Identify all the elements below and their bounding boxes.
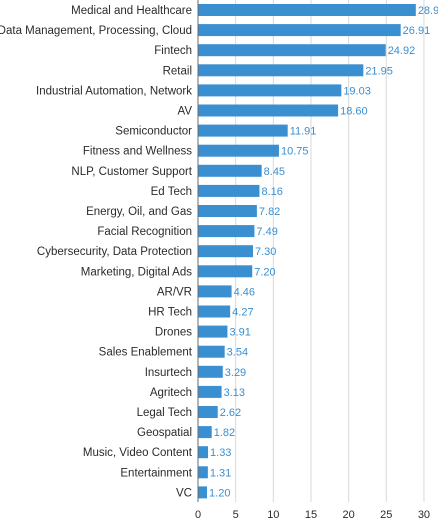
bar [198,406,218,418]
value-label: 24.92 [388,45,416,57]
category-label: Marketing, Digital Ads [81,266,192,278]
value-label: 1.20 [209,487,230,499]
value-label: 3.13 [224,387,245,399]
bar [198,205,257,217]
x-tick-label: 25 [380,509,392,520]
category-label: VC [176,487,192,499]
category-label: Semiconductor [115,126,192,138]
value-label: 4.27 [232,307,253,319]
category-label: Drones [155,327,192,339]
bar [198,4,416,16]
category-label: AR/VR [157,286,192,298]
category-label: Medical and Healthcare [71,5,192,17]
bar [198,44,386,57]
bar [198,225,255,238]
x-tick-label: 20 [343,509,355,520]
bar [198,446,209,459]
value-label: 7.20 [254,266,275,278]
value-label: 7.82 [259,206,280,218]
category-label: NLP, Customer Support [71,166,192,178]
bar [198,124,288,137]
category-label: Insurtech [145,367,192,379]
category-label: Cybersecurity, Data Protection [37,246,192,258]
value-label: 4.46 [234,286,255,298]
category-label: Agritech [150,387,192,399]
value-label: 3.29 [225,367,246,379]
category-label: Ed Tech [151,186,192,198]
category-label: Data Management, Processing, Cloud [0,25,192,37]
x-tick-label: 10 [267,509,279,520]
bar [198,285,232,298]
value-label: 26.91 [403,25,431,37]
value-label: 19.03 [343,85,371,97]
value-label: 1.82 [214,427,235,439]
bar [198,305,231,318]
bar [198,245,253,258]
category-label: Sales Enablement [99,347,193,359]
bar [198,104,339,117]
value-label: 11.91 [290,126,317,138]
x-tick-label: 5 [233,509,239,520]
bar [198,486,208,499]
bar [198,24,401,37]
category-label: Geospatial [137,427,192,439]
bar [198,426,212,439]
bar [198,466,208,479]
category-label: HR Tech [148,307,192,319]
bar [198,385,222,398]
category-label: Industrial Automation, Network [36,85,192,97]
value-label: 1.33 [210,447,231,459]
category-label: Fintech [154,45,192,57]
value-label: 21.95 [365,65,393,77]
category-label: Facial Recognition [97,226,192,238]
bar [198,144,279,157]
value-label: 28.92 [418,5,438,17]
bar [198,325,228,338]
value-label: 3.91 [229,327,250,339]
category-label: Fitness and Wellness [83,146,192,158]
x-tick-label: 30 [418,509,430,520]
bar [198,345,225,358]
bar [198,84,342,97]
value-label: 8.45 [264,166,285,178]
bar [198,184,260,197]
value-label: 7.30 [255,246,276,258]
category-label: Music, Video Content [83,447,193,459]
category-label: Legal Tech [137,407,192,419]
value-label: 7.49 [256,226,277,238]
value-label: 3.54 [227,347,248,359]
value-label: 10.75 [281,146,309,158]
value-label: 2.62 [220,407,241,419]
bar [198,265,253,278]
x-tick-label: 15 [305,509,317,520]
category-label: Energy, Oil, and Gas [86,206,192,218]
bar [198,64,364,77]
bar [198,164,262,177]
value-label: 1.31 [210,467,231,479]
value-label: 8.16 [261,186,282,198]
bar [198,365,223,378]
category-label: Retail [163,65,192,77]
value-label: 18.60 [340,106,368,118]
x-tick-label: 0 [195,509,201,520]
category-label: Entertainment [120,467,192,479]
category-label: AV [178,106,193,118]
